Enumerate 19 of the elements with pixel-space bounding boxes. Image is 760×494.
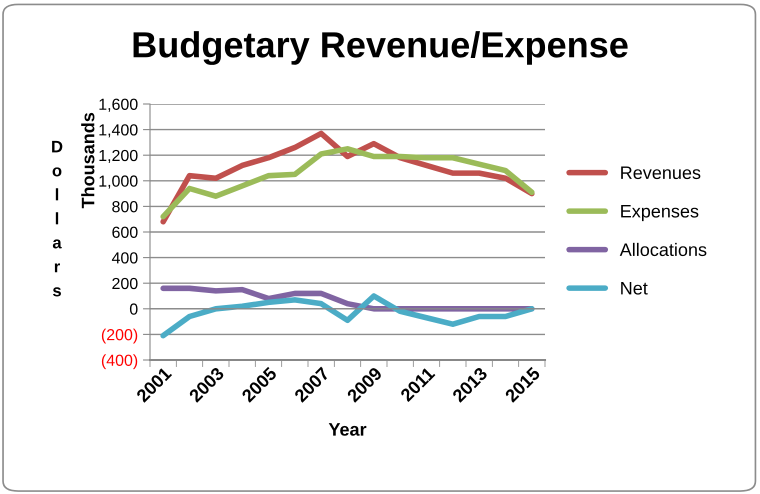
y-tick-label: 0	[130, 303, 138, 315]
legend-label: Allocations	[620, 242, 706, 256]
legend-label: Net	[621, 282, 648, 295]
y-tick-label: 1,600	[99, 98, 138, 112]
y-tick-label: 1,400	[99, 124, 138, 138]
y-axis-title: Thousands	[81, 112, 94, 208]
y-tick-label: 1,200	[99, 150, 138, 164]
y-tick-label: (200)	[102, 328, 138, 344]
y-tick-label: 200	[112, 278, 138, 290]
y-tick-label: 1,000	[99, 175, 138, 189]
y-tick-label: 600	[112, 226, 138, 238]
y-tick-label: (400)	[102, 354, 138, 370]
x-axis-title: Year	[328, 423, 366, 436]
y-tick-label: 400	[112, 252, 138, 264]
chart-title: Budgetary Revenue/Expense	[134, 31, 628, 65]
y-tick-label: 800	[112, 201, 138, 212]
text: Dollars	[52, 140, 62, 296]
legend-label: Expenses	[621, 205, 698, 222]
legend-label: Revenues	[621, 166, 700, 180]
